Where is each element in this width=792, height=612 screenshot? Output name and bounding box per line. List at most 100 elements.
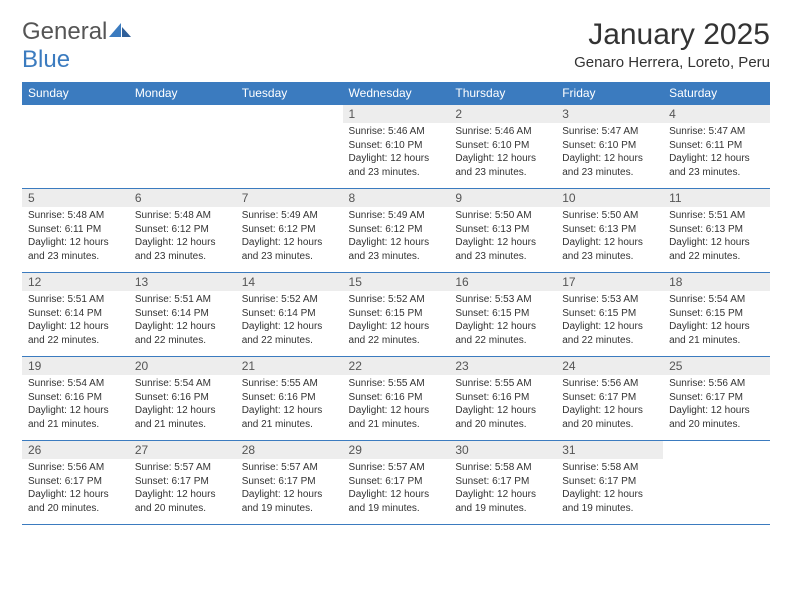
calendar-cell: 21Sunrise: 5:55 AMSunset: 6:16 PMDayligh…: [236, 357, 343, 441]
day-number: 28: [236, 441, 343, 459]
day-number: 15: [343, 273, 450, 291]
calendar-cell: 2Sunrise: 5:46 AMSunset: 6:10 PMDaylight…: [449, 105, 556, 189]
day-number: 18: [663, 273, 770, 291]
day-details: Sunrise: 5:54 AMSunset: 6:15 PMDaylight:…: [663, 291, 770, 351]
day-details: Sunrise: 5:57 AMSunset: 6:17 PMDaylight:…: [236, 459, 343, 519]
logo-text-blue: Blue: [22, 46, 70, 73]
calendar-cell: 10Sunrise: 5:50 AMSunset: 6:13 PMDayligh…: [556, 189, 663, 273]
day-details: Sunrise: 5:47 AMSunset: 6:11 PMDaylight:…: [663, 123, 770, 183]
day-number: 22: [343, 357, 450, 375]
calendar-cell: 31Sunrise: 5:58 AMSunset: 6:17 PMDayligh…: [556, 441, 663, 525]
day-details: Sunrise: 5:51 AMSunset: 6:14 PMDaylight:…: [22, 291, 129, 351]
calendar-cell: ..: [663, 441, 770, 525]
calendar-cell: 20Sunrise: 5:54 AMSunset: 6:16 PMDayligh…: [129, 357, 236, 441]
day-details: Sunrise: 5:46 AMSunset: 6:10 PMDaylight:…: [343, 123, 450, 183]
day-details: Sunrise: 5:52 AMSunset: 6:15 PMDaylight:…: [343, 291, 450, 351]
day-number: 14: [236, 273, 343, 291]
calendar-cell: 18Sunrise: 5:54 AMSunset: 6:15 PMDayligh…: [663, 273, 770, 357]
logo-text: GeneralBlue: [22, 18, 133, 74]
calendar-cell: 19Sunrise: 5:54 AMSunset: 6:16 PMDayligh…: [22, 357, 129, 441]
day-details: Sunrise: 5:57 AMSunset: 6:17 PMDaylight:…: [343, 459, 450, 519]
day-header: Friday: [556, 82, 663, 105]
day-number: 19: [22, 357, 129, 375]
day-header: Thursday: [449, 82, 556, 105]
day-details: Sunrise: 5:54 AMSunset: 6:16 PMDaylight:…: [22, 375, 129, 435]
day-details: Sunrise: 5:55 AMSunset: 6:16 PMDaylight:…: [236, 375, 343, 435]
day-details: Sunrise: 5:53 AMSunset: 6:15 PMDaylight:…: [449, 291, 556, 351]
calendar-cell: ..: [22, 105, 129, 189]
day-number: 4: [663, 105, 770, 123]
calendar-cell: 12Sunrise: 5:51 AMSunset: 6:14 PMDayligh…: [22, 273, 129, 357]
month-title: January 2025: [574, 18, 770, 52]
day-number: 7: [236, 189, 343, 207]
day-details: Sunrise: 5:58 AMSunset: 6:17 PMDaylight:…: [556, 459, 663, 519]
day-details: Sunrise: 5:51 AMSunset: 6:13 PMDaylight:…: [663, 207, 770, 267]
calendar-cell: 6Sunrise: 5:48 AMSunset: 6:12 PMDaylight…: [129, 189, 236, 273]
calendar-cell: 7Sunrise: 5:49 AMSunset: 6:12 PMDaylight…: [236, 189, 343, 273]
calendar-cell: 1Sunrise: 5:46 AMSunset: 6:10 PMDaylight…: [343, 105, 450, 189]
day-details: Sunrise: 5:51 AMSunset: 6:14 PMDaylight:…: [129, 291, 236, 351]
day-details: Sunrise: 5:57 AMSunset: 6:17 PMDaylight:…: [129, 459, 236, 519]
day-number: 1: [343, 105, 450, 123]
day-details: Sunrise: 5:48 AMSunset: 6:11 PMDaylight:…: [22, 207, 129, 267]
calendar-week: 12Sunrise: 5:51 AMSunset: 6:14 PMDayligh…: [22, 273, 770, 357]
day-details: Sunrise: 5:46 AMSunset: 6:10 PMDaylight:…: [449, 123, 556, 183]
day-details: Sunrise: 5:53 AMSunset: 6:15 PMDaylight:…: [556, 291, 663, 351]
day-header: Tuesday: [236, 82, 343, 105]
title-block: January 2025 Genaro Herrera, Loreto, Per…: [574, 18, 770, 71]
day-details: Sunrise: 5:50 AMSunset: 6:13 PMDaylight:…: [556, 207, 663, 267]
day-details: Sunrise: 5:52 AMSunset: 6:14 PMDaylight:…: [236, 291, 343, 351]
calendar-cell: 15Sunrise: 5:52 AMSunset: 6:15 PMDayligh…: [343, 273, 450, 357]
day-number: 9: [449, 189, 556, 207]
day-number: 20: [129, 357, 236, 375]
calendar-cell: 24Sunrise: 5:56 AMSunset: 6:17 PMDayligh…: [556, 357, 663, 441]
calendar-cell: ..: [236, 105, 343, 189]
day-details: Sunrise: 5:58 AMSunset: 6:17 PMDaylight:…: [449, 459, 556, 519]
day-number: 30: [449, 441, 556, 459]
calendar-cell: 25Sunrise: 5:56 AMSunset: 6:17 PMDayligh…: [663, 357, 770, 441]
day-number: 21: [236, 357, 343, 375]
calendar-cell: 16Sunrise: 5:53 AMSunset: 6:15 PMDayligh…: [449, 273, 556, 357]
calendar-cell: 14Sunrise: 5:52 AMSunset: 6:14 PMDayligh…: [236, 273, 343, 357]
calendar-week: 5Sunrise: 5:48 AMSunset: 6:11 PMDaylight…: [22, 189, 770, 273]
day-header-row: SundayMondayTuesdayWednesdayThursdayFrid…: [22, 82, 770, 105]
day-number: 11: [663, 189, 770, 207]
day-number: 10: [556, 189, 663, 207]
calendar-cell: 26Sunrise: 5:56 AMSunset: 6:17 PMDayligh…: [22, 441, 129, 525]
calendar-body: ......1Sunrise: 5:46 AMSunset: 6:10 PMDa…: [22, 105, 770, 525]
calendar-week: ......1Sunrise: 5:46 AMSunset: 6:10 PMDa…: [22, 105, 770, 189]
day-details: Sunrise: 5:56 AMSunset: 6:17 PMDaylight:…: [663, 375, 770, 435]
day-number: 24: [556, 357, 663, 375]
calendar-cell: 30Sunrise: 5:58 AMSunset: 6:17 PMDayligh…: [449, 441, 556, 525]
calendar: SundayMondayTuesdayWednesdayThursdayFrid…: [22, 82, 770, 525]
day-details: Sunrise: 5:49 AMSunset: 6:12 PMDaylight:…: [343, 207, 450, 267]
calendar-cell: 29Sunrise: 5:57 AMSunset: 6:17 PMDayligh…: [343, 441, 450, 525]
calendar-cell: 11Sunrise: 5:51 AMSunset: 6:13 PMDayligh…: [663, 189, 770, 273]
day-header: Wednesday: [343, 82, 450, 105]
day-number: 12: [22, 273, 129, 291]
day-details: Sunrise: 5:50 AMSunset: 6:13 PMDaylight:…: [449, 207, 556, 267]
day-number: 5: [22, 189, 129, 207]
calendar-cell: 17Sunrise: 5:53 AMSunset: 6:15 PMDayligh…: [556, 273, 663, 357]
day-details: Sunrise: 5:49 AMSunset: 6:12 PMDaylight:…: [236, 207, 343, 267]
calendar-cell: 5Sunrise: 5:48 AMSunset: 6:11 PMDaylight…: [22, 189, 129, 273]
calendar-cell: 9Sunrise: 5:50 AMSunset: 6:13 PMDaylight…: [449, 189, 556, 273]
header: GeneralBlue January 2025 Genaro Herrera,…: [22, 18, 770, 74]
day-header: Sunday: [22, 82, 129, 105]
calendar-cell: 8Sunrise: 5:49 AMSunset: 6:12 PMDaylight…: [343, 189, 450, 273]
calendar-head: SundayMondayTuesdayWednesdayThursdayFrid…: [22, 82, 770, 105]
day-details: Sunrise: 5:56 AMSunset: 6:17 PMDaylight:…: [556, 375, 663, 435]
logo-text-general: General: [22, 18, 107, 45]
day-details: Sunrise: 5:47 AMSunset: 6:10 PMDaylight:…: [556, 123, 663, 183]
day-header: Saturday: [663, 82, 770, 105]
day-number: 23: [449, 357, 556, 375]
calendar-cell: 22Sunrise: 5:55 AMSunset: 6:16 PMDayligh…: [343, 357, 450, 441]
day-number: 17: [556, 273, 663, 291]
day-number: 27: [129, 441, 236, 459]
calendar-cell: 28Sunrise: 5:57 AMSunset: 6:17 PMDayligh…: [236, 441, 343, 525]
logo-sail-icon: [107, 21, 133, 39]
day-header: Monday: [129, 82, 236, 105]
location: Genaro Herrera, Loreto, Peru: [574, 54, 770, 71]
day-number: 13: [129, 273, 236, 291]
day-number: 26: [22, 441, 129, 459]
